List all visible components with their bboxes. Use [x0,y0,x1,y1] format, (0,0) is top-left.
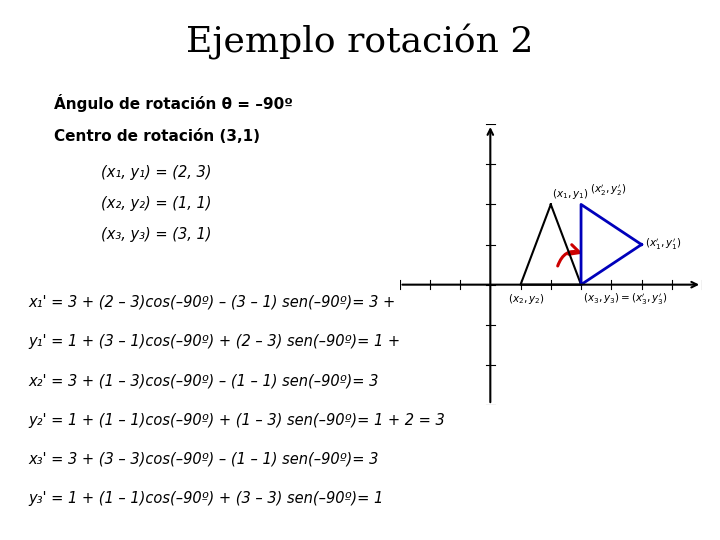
Text: (x₁, y₁) = (2, 3): (x₁, y₁) = (2, 3) [101,165,211,180]
Text: x₃' = 3 + (3 – 3)cos(–90º) – (1 – 1) sen(–90º)= 3: x₃' = 3 + (3 – 3)cos(–90º) – (1 – 1) sen… [29,452,379,467]
Text: $(x_1, y_1)$: $(x_1, y_1)$ [552,187,589,201]
Text: y₂' = 1 + (1 – 1)cos(–90º) + (1 – 3) sen(–90º)= 1 + 2 = 3: y₂' = 1 + (1 – 1)cos(–90º) + (1 – 3) sen… [29,413,446,428]
Text: x₁' = 3 + (2 – 3)cos(–90º) – (3 – 1) sen(–90º)= 3 + 2 = 5: x₁' = 3 + (2 – 3)cos(–90º) – (3 – 1) sen… [29,294,441,309]
Text: x₂' = 3 + (1 – 3)cos(–90º) – (1 – 1) sen(–90º)= 3: x₂' = 3 + (1 – 3)cos(–90º) – (1 – 1) sen… [29,373,379,388]
Text: $(x_2, y_2)$: $(x_2, y_2)$ [508,292,545,306]
Text: Ángulo de rotación θ = –90º: Ángulo de rotación θ = –90º [54,94,293,112]
Text: y₁' = 1 + (3 – 1)cos(–90º) + (2 – 3) sen(–90º)= 1 + 1 = 2: y₁' = 1 + (3 – 1)cos(–90º) + (2 – 3) sen… [29,334,446,349]
Text: Ejemplo rotación 2: Ejemplo rotación 2 [186,24,534,60]
Text: $(x_1', y_1')$: $(x_1', y_1')$ [644,237,681,252]
Text: y₃' = 1 + (1 – 1)cos(–90º) + (3 – 3) sen(–90º)= 1: y₃' = 1 + (1 – 1)cos(–90º) + (3 – 3) sen… [29,491,384,507]
Text: $(x_2', y_2')$: $(x_2', y_2')$ [590,183,626,198]
FancyArrowPatch shape [558,245,580,266]
Text: Centro de rotación (3,1): Centro de rotación (3,1) [54,129,260,144]
Text: (x₂, y₂) = (1, 1): (x₂, y₂) = (1, 1) [101,196,211,211]
Text: $(x_3, y_3) = (x_3', y_3')$: $(x_3, y_3) = (x_3', y_3')$ [582,292,667,307]
Text: (x₃, y₃) = (3, 1): (x₃, y₃) = (3, 1) [101,227,211,242]
